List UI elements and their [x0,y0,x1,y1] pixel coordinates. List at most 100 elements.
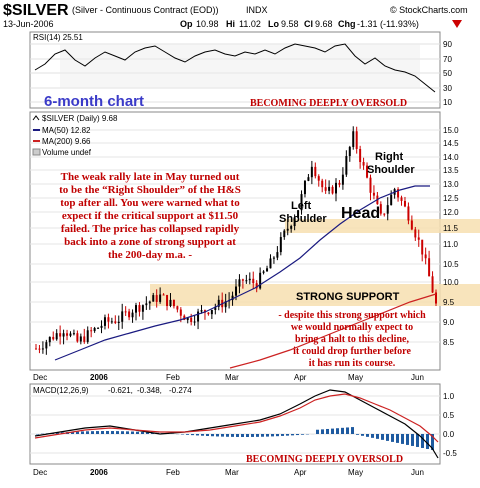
price-candle [128,311,131,318]
macd-hist-bar [346,427,349,434]
price-candle [283,230,286,238]
price-candle [414,229,417,238]
hi-value: 11.02 [239,19,261,29]
price-candle [69,333,72,336]
price-candle [186,317,189,321]
rsi-caption: 6-month chart [44,93,144,110]
price-candle [59,333,62,337]
macd-hist-bar [201,434,204,436]
price-tick-12.5: 12.5 [443,194,459,203]
macd-hist-bar [296,434,299,436]
support-commentary-line: bring a halt to this decline, [295,334,409,345]
ma50-line [54,185,430,361]
macd-hist-bar [271,434,274,437]
price-candle [383,213,386,215]
price-candle [310,166,313,178]
price-candle [362,162,365,166]
macd-tick: 0.5 [443,411,455,420]
macd-hist-bar [196,434,199,436]
macd-hist-bar [321,429,324,434]
price-candle [124,311,127,313]
macd-hist-bar [316,429,319,434]
price-candle [38,348,41,350]
macd-hist-bar [121,431,124,434]
macd-label-hist: -0.274 [169,386,192,395]
macd-hist-bar [111,431,114,434]
macd-hist-bar [326,428,329,434]
price-candles [35,126,437,355]
macd-hist-bar [241,434,244,437]
chart-exchange: INDX [246,5,268,15]
rsi-label: RSI(14) 25.51 [33,33,83,42]
price-x-label: Apr [294,373,307,382]
price-candle [379,204,382,214]
commentary-line: back into a zone of strong support at [64,236,236,248]
price-candle [200,310,203,312]
lo-label: Lo [268,19,279,29]
legend-volume: Volume undef [42,148,92,157]
price-candle [183,315,186,321]
chg-label: Chg [338,19,356,29]
price-candle [224,301,227,308]
price-candle [193,321,196,323]
commentary-line: The weak rally late in May turned out [61,171,240,183]
price-candle [114,321,117,323]
macd-hist-bar [91,431,94,434]
macd-hist-bar [101,431,104,434]
price-candle [397,189,400,198]
macd-hist-bar [356,434,359,435]
rsi-note: BECOMING DEEPLY OVERSOLD [250,98,407,109]
macd-panel: 1.0 0.5 0.0 -0.5 MACD(12,26,9) -0.621, -… [29,383,457,477]
price-candle [135,305,137,313]
support-commentary-line: - despite this strong support which [278,310,426,321]
price-candle [276,252,279,258]
macd-hist-bar [186,434,189,435]
price-candle [210,309,213,315]
price-candle [297,210,300,218]
macd-hist-bar [286,434,289,436]
chg-value: -1.31 (-11.93%) [357,19,419,29]
price-candle [321,180,324,188]
price-candle [207,312,210,315]
price-x-label: Feb [166,373,180,382]
price-tick-9.0: 9.0 [443,318,455,327]
macd-hist-bar [256,434,259,437]
support-commentary-line: we would normally expect to [291,322,413,333]
chart-description: (Silver - Continuous Contract (EOD)) [72,5,219,15]
price-candle [121,311,124,322]
price-candle [272,257,275,259]
lo-value: 9.58 [281,19,299,29]
support-commentary: - despite this strong support which we w… [278,310,426,369]
price-candle [331,186,334,194]
price-candle [76,333,79,342]
price-candle [266,268,269,272]
price-candle [131,312,134,318]
macd-hist-bar [276,434,279,437]
price-candle [386,205,389,214]
macd-hist-bar [246,434,249,437]
macd-hist-bar [221,434,224,437]
macd-hist-bar [386,434,389,441]
price-candle [241,279,244,281]
macd-hist-bar [366,434,369,437]
price-candle [300,194,303,211]
price-candle [41,348,44,350]
price-x-label: Jun [411,373,424,382]
macd-hist-bar [211,434,214,437]
macd-x-label: 2006 [90,468,108,477]
macd-hist-bar [421,434,424,448]
macd-hist-bar [291,434,294,436]
macd-hist-bar [86,431,89,434]
price-candle [348,146,351,157]
head-label: Head [341,205,380,222]
price-candle [338,182,341,185]
macd-hist-bar [391,434,394,442]
price-tick-9.5: 9.5 [443,298,455,307]
op-value: 10.98 [196,19,219,29]
price-candle [148,301,151,304]
price-candle [145,303,148,306]
macd-hist-bar [251,434,254,437]
macd-hist-bar [336,428,339,434]
price-candle [390,194,393,206]
macd-label-macd: -0.621, [108,386,133,395]
